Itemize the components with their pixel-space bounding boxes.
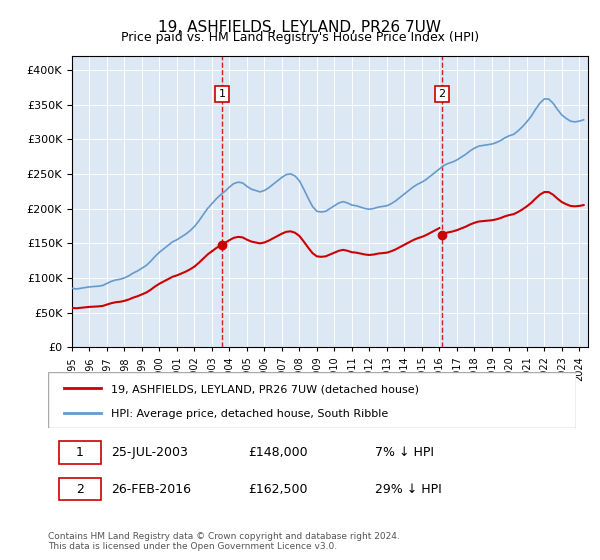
Text: 1: 1 bbox=[218, 89, 226, 99]
Text: 25-JUL-2003: 25-JUL-2003 bbox=[112, 446, 188, 459]
Text: 26-FEB-2016: 26-FEB-2016 bbox=[112, 483, 191, 496]
Text: 1: 1 bbox=[76, 446, 83, 459]
FancyBboxPatch shape bbox=[59, 478, 101, 501]
Text: 7% ↓ HPI: 7% ↓ HPI bbox=[376, 446, 434, 459]
Text: 2: 2 bbox=[76, 483, 83, 496]
Text: 19, ASHFIELDS, LEYLAND, PR26 7UW: 19, ASHFIELDS, LEYLAND, PR26 7UW bbox=[158, 20, 442, 35]
FancyBboxPatch shape bbox=[48, 372, 576, 428]
Text: £162,500: £162,500 bbox=[248, 483, 308, 496]
Text: £148,000: £148,000 bbox=[248, 446, 308, 459]
Text: HPI: Average price, detached house, South Ribble: HPI: Average price, detached house, Sout… bbox=[112, 409, 389, 419]
Text: Price paid vs. HM Land Registry's House Price Index (HPI): Price paid vs. HM Land Registry's House … bbox=[121, 31, 479, 44]
Text: Contains HM Land Registry data © Crown copyright and database right 2024.
This d: Contains HM Land Registry data © Crown c… bbox=[48, 532, 400, 552]
FancyBboxPatch shape bbox=[59, 441, 101, 464]
Text: 2: 2 bbox=[439, 89, 446, 99]
Text: 19, ASHFIELDS, LEYLAND, PR26 7UW (detached house): 19, ASHFIELDS, LEYLAND, PR26 7UW (detach… bbox=[112, 384, 419, 394]
Text: 29% ↓ HPI: 29% ↓ HPI bbox=[376, 483, 442, 496]
